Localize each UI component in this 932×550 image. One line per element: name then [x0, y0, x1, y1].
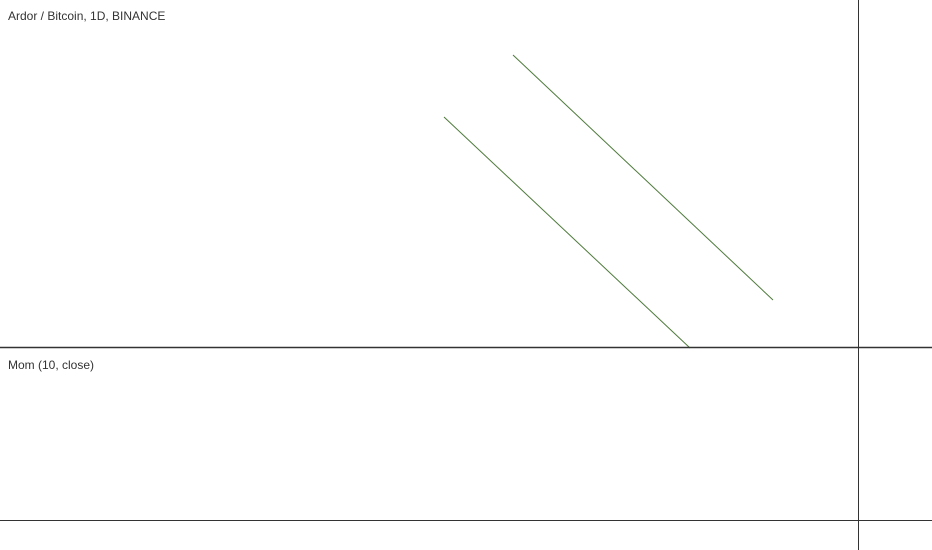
channel-line — [443, 116, 691, 349]
indicator-title: Mom (10, close) — [8, 358, 94, 372]
chart-title: Ardor / Bitcoin, 1D, BINANCE — [8, 9, 165, 23]
channel-line — [512, 54, 774, 301]
